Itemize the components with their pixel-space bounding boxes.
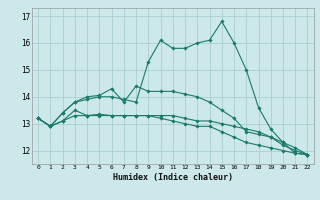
X-axis label: Humidex (Indice chaleur): Humidex (Indice chaleur) bbox=[113, 173, 233, 182]
